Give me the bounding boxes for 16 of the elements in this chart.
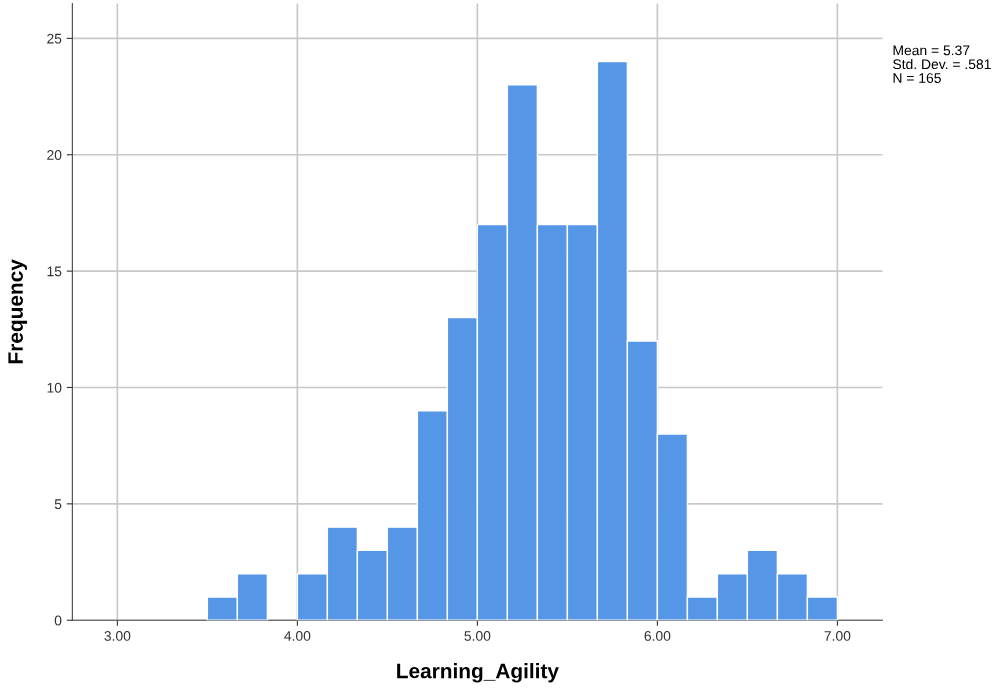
y-tick-label: 5 [54,499,62,510]
y-tick-label: 0 [54,615,62,626]
y-tick-label: 10 [47,382,62,393]
x-tick-label: 7.00 [824,631,851,641]
y-tick-label: 20 [47,150,62,160]
x-tick-label: 4.00 [284,631,311,641]
text: Std. Dev. = .581 [893,58,991,70]
x-tick-label: 5.00 [464,631,491,641]
y-tick-label: 25 [47,33,62,44]
x-axis-title: Learning_Agility [397,663,559,683]
text: Mean = 5.37 [893,45,970,56]
y-axis-title: Frequency [8,259,28,364]
text: N = 165 [893,73,941,83]
x-tick-label: 6.00 [644,631,671,641]
x-tick-label: 3.00 [104,631,131,641]
y-tick-label: 15 [47,266,62,277]
